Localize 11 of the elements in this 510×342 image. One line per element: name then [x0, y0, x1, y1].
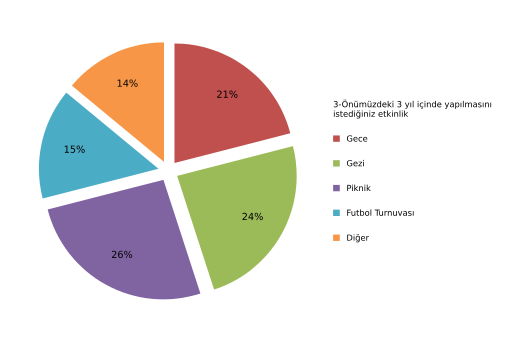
data-label: 24% [242, 212, 263, 220]
data-label: 14% [118, 79, 138, 87]
legend-title: 3-Önümüzdeki 3 yıl içinde yapılmasını istediğiniz etkinlik [334, 100, 492, 119]
legend-label: Gece [346, 135, 368, 142]
data-label: 21% [217, 90, 238, 98]
legend-label: Gezi [346, 160, 364, 166]
data-label: 15% [64, 145, 85, 153]
legend-label: Futbol Turnuvası [347, 209, 414, 216]
legend-label: Diğer [347, 234, 370, 242]
legend-label: Piknik [347, 184, 371, 191]
data-label: 26% [112, 250, 132, 258]
